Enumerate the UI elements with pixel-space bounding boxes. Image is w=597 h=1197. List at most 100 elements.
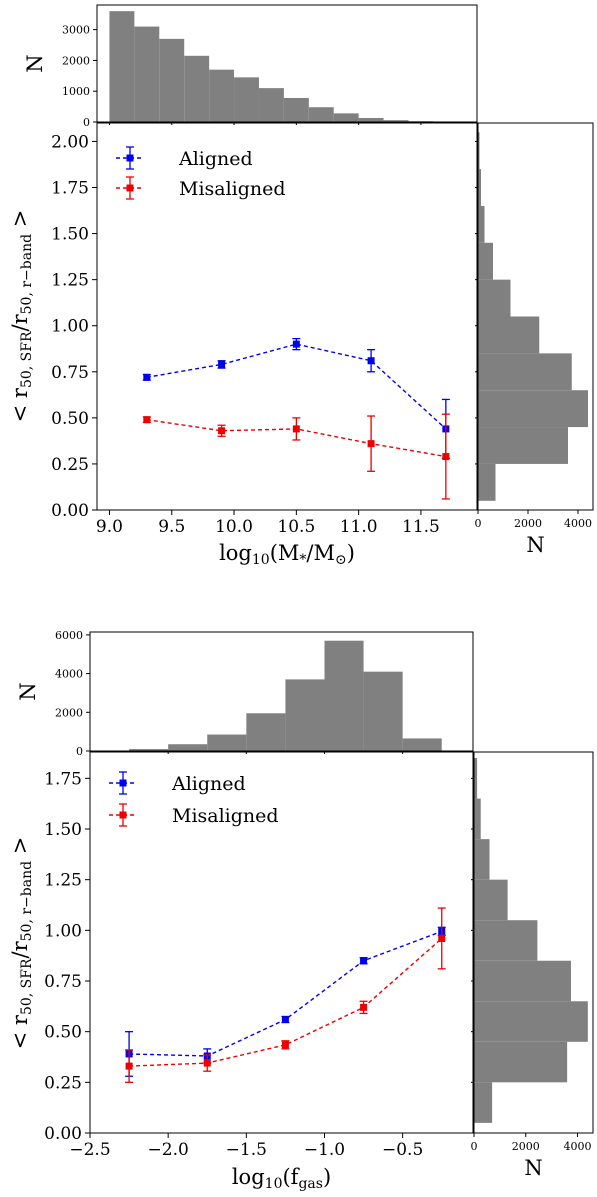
x-tick-label: 0 <box>471 1140 478 1153</box>
y-tick-label: 1.50 <box>44 820 82 840</box>
y-axis-label-part: > <box>8 210 32 234</box>
histogram-bar <box>324 640 364 751</box>
data-point <box>438 934 446 942</box>
main-plot-frame <box>96 122 478 511</box>
data-point <box>281 1016 289 1024</box>
x-tick-label: 10.0 <box>215 517 253 537</box>
histogram-bar <box>308 107 334 122</box>
histogram-bar <box>474 798 481 840</box>
histogram-bar <box>474 920 538 961</box>
top-histogram-ylabel: N <box>23 54 47 72</box>
chart-panel-top: 0 1000 2000 3000 N 0 2000 4000 N 9.0 9.5 10.0 10.5 11… <box>8 4 594 568</box>
histogram-bar <box>474 839 490 880</box>
y-axis-label-part: 50, r−band <box>19 234 35 314</box>
histogram-bar <box>283 97 309 122</box>
y-tick-label: 0.25 <box>44 1073 82 1093</box>
histogram-bar <box>207 734 247 751</box>
y-tick-label: 0.00 <box>44 1124 82 1144</box>
x-axis-label-part: ) <box>347 541 355 565</box>
series-misaligned <box>142 413 450 500</box>
x-tick-label: 11.0 <box>340 517 378 537</box>
legend: Aligned Misaligned <box>116 146 286 200</box>
top-histogram-ylabel: N <box>16 682 40 700</box>
x-tick-label: −2.5 <box>69 1140 110 1160</box>
side-histogram-frame <box>477 122 594 511</box>
y-tick-label: 0 <box>76 745 83 758</box>
series-misaligned <box>125 907 446 1083</box>
x-tick-label: 9.5 <box>158 517 185 537</box>
top-histogram-frame <box>89 631 474 752</box>
x-axis-label-part: ) <box>323 1165 331 1189</box>
y-axis-label-part: > <box>8 837 32 861</box>
legend-marker <box>126 184 134 192</box>
top-histogram-frame <box>96 4 478 123</box>
histogram-bar <box>168 744 208 751</box>
top-histogram: 0 2000 4000 6000 N <box>16 629 474 758</box>
data-point <box>203 1059 211 1067</box>
histogram-bar <box>478 353 572 391</box>
y-axis-label-part: < r <box>8 1014 32 1049</box>
y-tick-label: 1.25 <box>44 871 82 891</box>
histogram-bar <box>478 169 481 206</box>
chart-panel-bottom: 0 2000 4000 6000 N 0 2000 4000 N −2.5 −2.0 −1.5 −1.0… <box>8 629 594 1192</box>
histogram-bar <box>134 26 160 123</box>
x-axis-label: log10(fgas) <box>232 1165 331 1192</box>
histogram-bar <box>109 11 135 122</box>
x-tick-label: 9.0 <box>96 517 123 537</box>
y-axis-label-part: 50, SFR <box>19 958 35 1015</box>
histogram-bar <box>474 1082 493 1123</box>
legend-marker <box>126 154 134 162</box>
data-point <box>143 373 151 381</box>
y-tick-label: 0.50 <box>51 409 89 429</box>
y-tick-label: 0.50 <box>44 1023 82 1043</box>
x-axis-label: log10(M*/M⊙) <box>219 541 355 568</box>
y-axis-label: < r50, SFR/r50, r−band > <box>8 837 35 1050</box>
y-tick-label: 1.50 <box>51 225 89 245</box>
main-plot: 9.0 9.5 10.0 10.5 11.0 11.5 0.00 0.25 0.50 0.75 1.… <box>8 122 478 568</box>
legend: Aligned Misaligned <box>109 771 279 827</box>
y-tick-label: 1.25 <box>51 271 89 291</box>
data-point <box>218 360 226 368</box>
y-tick-label: 1.75 <box>51 179 89 199</box>
x-axis-label-part: * <box>299 552 306 568</box>
x-axis-label-part: log <box>232 1165 265 1189</box>
series-line <box>146 343 447 430</box>
histogram-bar <box>478 316 540 354</box>
legend-label: Misaligned <box>172 805 279 827</box>
y-axis-label-part: < r <box>8 387 32 422</box>
series-aligned <box>125 926 446 1077</box>
y-tick-label: 6000 <box>55 629 83 642</box>
side-histogram-xlabel: N <box>524 1156 542 1180</box>
x-tick-label: 2000 <box>514 517 542 530</box>
x-tick-label: −0.5 <box>382 1140 423 1160</box>
histogram-bar <box>285 679 325 751</box>
data-point <box>125 1062 133 1070</box>
x-tick-label: 4000 <box>564 517 592 530</box>
x-axis-label-part: 10 <box>252 552 270 568</box>
x-tick-label: 4000 <box>563 1140 591 1153</box>
data-point <box>367 357 375 365</box>
x-tick-label: 11.5 <box>402 517 440 537</box>
series-line <box>129 937 443 1067</box>
x-tick-label: 0 <box>475 517 482 530</box>
histogram-bar <box>478 390 588 428</box>
histogram-bar <box>358 117 384 122</box>
histogram-bar <box>383 120 409 122</box>
y-axis-label-part: /r <box>8 940 32 958</box>
x-axis-label-part: ⊙ <box>335 552 347 568</box>
y-tick-label: 1.75 <box>44 769 82 789</box>
y-tick-label: 2000 <box>62 54 90 67</box>
histogram-bar <box>333 113 359 122</box>
x-tick-label: −1.5 <box>226 1140 267 1160</box>
legend-label: Aligned <box>178 148 253 170</box>
legend-label: Aligned <box>171 773 246 795</box>
data-point <box>442 453 450 461</box>
histogram-bar <box>474 1001 588 1042</box>
y-tick-label: 2.00 <box>51 132 89 152</box>
series-line <box>129 930 442 1057</box>
data-point <box>360 1003 368 1011</box>
y-tick-label: 0 <box>83 116 90 129</box>
legend-label: Misaligned <box>179 178 286 200</box>
histogram-bar <box>129 749 169 751</box>
